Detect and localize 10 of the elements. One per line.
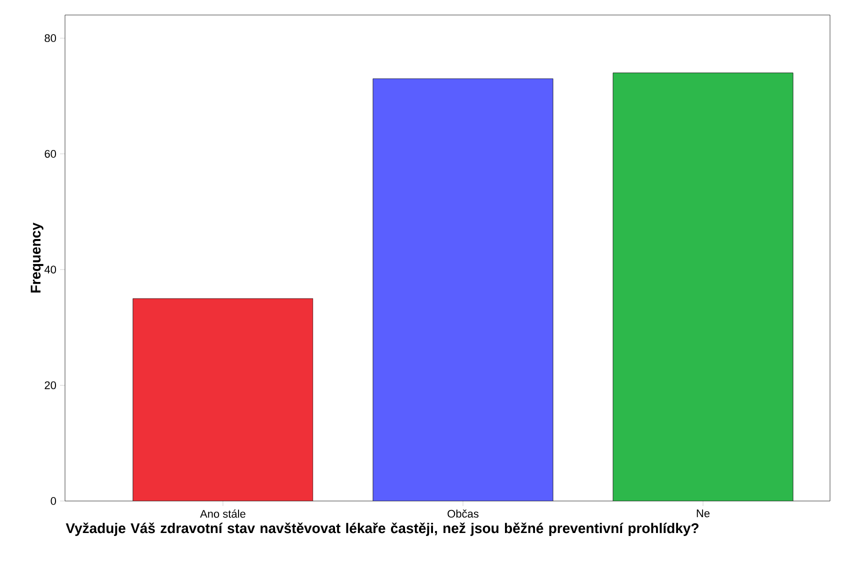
x-tick-label: Ano stále [200, 510, 246, 518]
y-axis-title: Frequency [30, 222, 44, 292]
y-tick-label: 80 [44, 34, 56, 42]
y-tick-label: 0 [50, 497, 56, 505]
y-tick-label: 40 [44, 266, 56, 274]
x-tick-label: Občas [448, 510, 478, 518]
x-axis-title: Vyžaduje Váš zdravotní stav navštěvovat lékaře častěji, než jsou běžné preventivní prohlídky? [66, 522, 698, 536]
y-tick-label: 20 [44, 381, 56, 390]
x-tick-label: Ne [696, 510, 710, 518]
y-tick-label: 60 [44, 150, 56, 158]
